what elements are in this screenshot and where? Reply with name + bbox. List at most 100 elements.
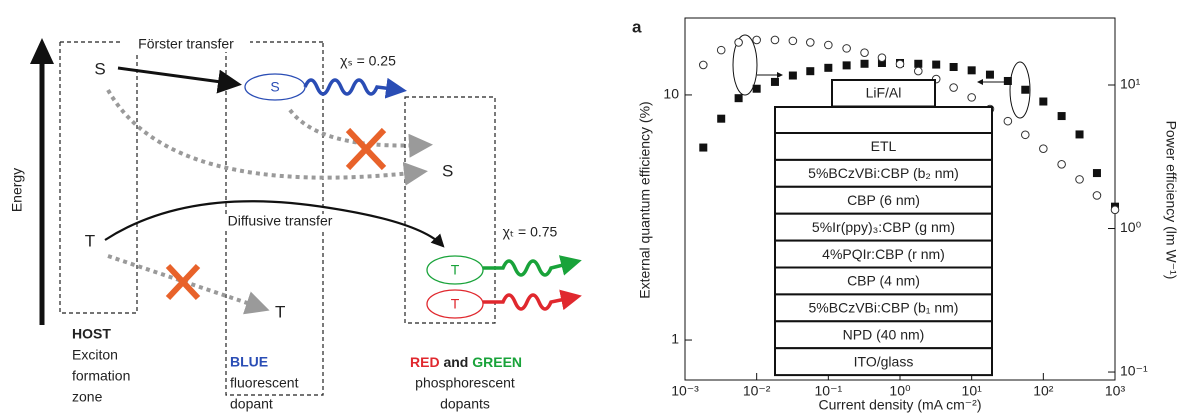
data-point: [914, 67, 922, 75]
diffusive-label: Diffusive transfer: [228, 213, 333, 229]
data-point: [699, 144, 707, 152]
data-point: [1093, 169, 1101, 177]
data-point: [968, 94, 976, 102]
layer-label: CBP (4 nm): [847, 273, 920, 289]
data-point: [950, 63, 958, 71]
data-point: [699, 61, 707, 69]
layer-label: LiF/Al: [866, 85, 902, 101]
red-triplet: T: [451, 296, 460, 312]
data-point: [968, 66, 976, 74]
data-point: [1093, 192, 1101, 200]
data-point: [1040, 145, 1048, 153]
data-point: [896, 60, 904, 68]
data-point: [825, 41, 833, 49]
redgreen-line: phosphorescent: [415, 375, 515, 391]
blue-line: fluorescent: [230, 375, 299, 391]
data-point: [1076, 176, 1084, 184]
host-title: HOST: [72, 326, 111, 342]
layer-label: 5%Ir(ppy)₃:CBP (g nm): [812, 219, 955, 235]
data-point: [914, 60, 922, 68]
y2-axis-title: Power efficiency (lm W⁻¹): [1163, 121, 1179, 280]
data-point: [1021, 86, 1029, 94]
forster-arrow: [118, 68, 236, 84]
host-box: [60, 42, 137, 313]
green-word: GREEN: [472, 354, 522, 370]
panel-label: a: [632, 17, 642, 36]
layer-label: 4%PQIr:CBP (r nm): [822, 246, 945, 262]
layer-label: 5%BCzVBi:CBP (b₁ nm): [809, 300, 959, 316]
quench-path: [108, 90, 420, 178]
blue-emission: [305, 80, 400, 94]
red-emission: [483, 295, 575, 309]
data-point: [950, 84, 958, 92]
data-point: [735, 94, 743, 102]
energy-label: Energy: [9, 168, 25, 212]
blue-line: dopant: [230, 396, 273, 412]
block-cross: [168, 266, 198, 298]
layer-label: 5%BCzVBi:CBP (b₂ nm): [808, 165, 959, 181]
y-tick-label: 10: [663, 86, 679, 102]
stack-bg: [775, 107, 992, 133]
data-point: [1039, 98, 1047, 106]
y-axis-title: External quantum efficiency (%): [637, 101, 653, 298]
host-singlet: S: [94, 59, 105, 78]
data-point: [1004, 77, 1012, 85]
data-point: [771, 78, 779, 86]
blue-singlet: S: [270, 79, 279, 95]
y2-tick-label: 10¹: [1120, 76, 1141, 92]
data-point: [717, 46, 725, 54]
host-line: zone: [72, 389, 103, 405]
data-point: [986, 71, 994, 79]
green-triplet: T: [451, 262, 460, 278]
redgreen-line: dopants: [440, 396, 490, 412]
data-point: [1004, 117, 1012, 125]
layer-label: NPD (40 nm): [843, 326, 925, 342]
redgreen-title: RED and GREEN: [410, 354, 522, 370]
x-tick-label: 10²: [1033, 383, 1054, 399]
chart: a Current density (mA cm⁻²) External qua…: [632, 17, 1179, 412]
quenched-singlet: S: [442, 161, 453, 180]
data-point: [806, 67, 814, 75]
host-triplet: T: [85, 231, 95, 250]
host-line: Exciton: [72, 347, 118, 363]
data-point: [806, 39, 814, 47]
data-point: [843, 45, 851, 53]
data-point: [824, 64, 832, 72]
layer-label: ITO/glass: [854, 353, 914, 369]
data-point: [1058, 161, 1066, 169]
blue-title: BLUE: [230, 354, 268, 370]
x-tick-label: 10⁻³: [671, 383, 699, 399]
data-point: [878, 54, 886, 62]
forster-label: Förster transfer: [138, 36, 234, 52]
data-point: [861, 49, 869, 57]
y2-tick-label: 10⁰: [1120, 219, 1142, 235]
data-point: [771, 36, 779, 44]
x-tick-label: 10⁻²: [743, 383, 771, 399]
layer-label: CBP (6 nm): [847, 192, 920, 208]
x-tick-label: 10⁰: [889, 383, 911, 399]
x-tick-label: 10³: [1105, 383, 1126, 399]
layer-label: ETL: [871, 138, 897, 154]
data-point: [932, 61, 940, 69]
x-tick-label: 10¹: [962, 383, 983, 399]
host-line: formation: [72, 368, 130, 384]
chi-t: χₜ = 0.75: [503, 224, 558, 240]
data-point: [1058, 112, 1066, 120]
data-point: [843, 61, 851, 69]
and-word: and: [443, 354, 468, 370]
data-point: [789, 37, 797, 45]
block-cross: [348, 130, 384, 168]
data-point: [735, 39, 743, 47]
green-emission: [483, 261, 575, 275]
energy-arrowhead: [30, 38, 54, 64]
data-point: [861, 60, 869, 68]
data-point: [753, 36, 761, 44]
data-point: [1111, 206, 1119, 214]
data-point: [717, 115, 725, 123]
y-tick-label: 1: [671, 331, 679, 347]
x-tick-label: 10⁻¹: [815, 383, 843, 399]
data-point: [1076, 130, 1084, 138]
data-point: [789, 72, 797, 80]
red-word: RED: [410, 354, 440, 370]
phosphor-box: [405, 97, 495, 323]
